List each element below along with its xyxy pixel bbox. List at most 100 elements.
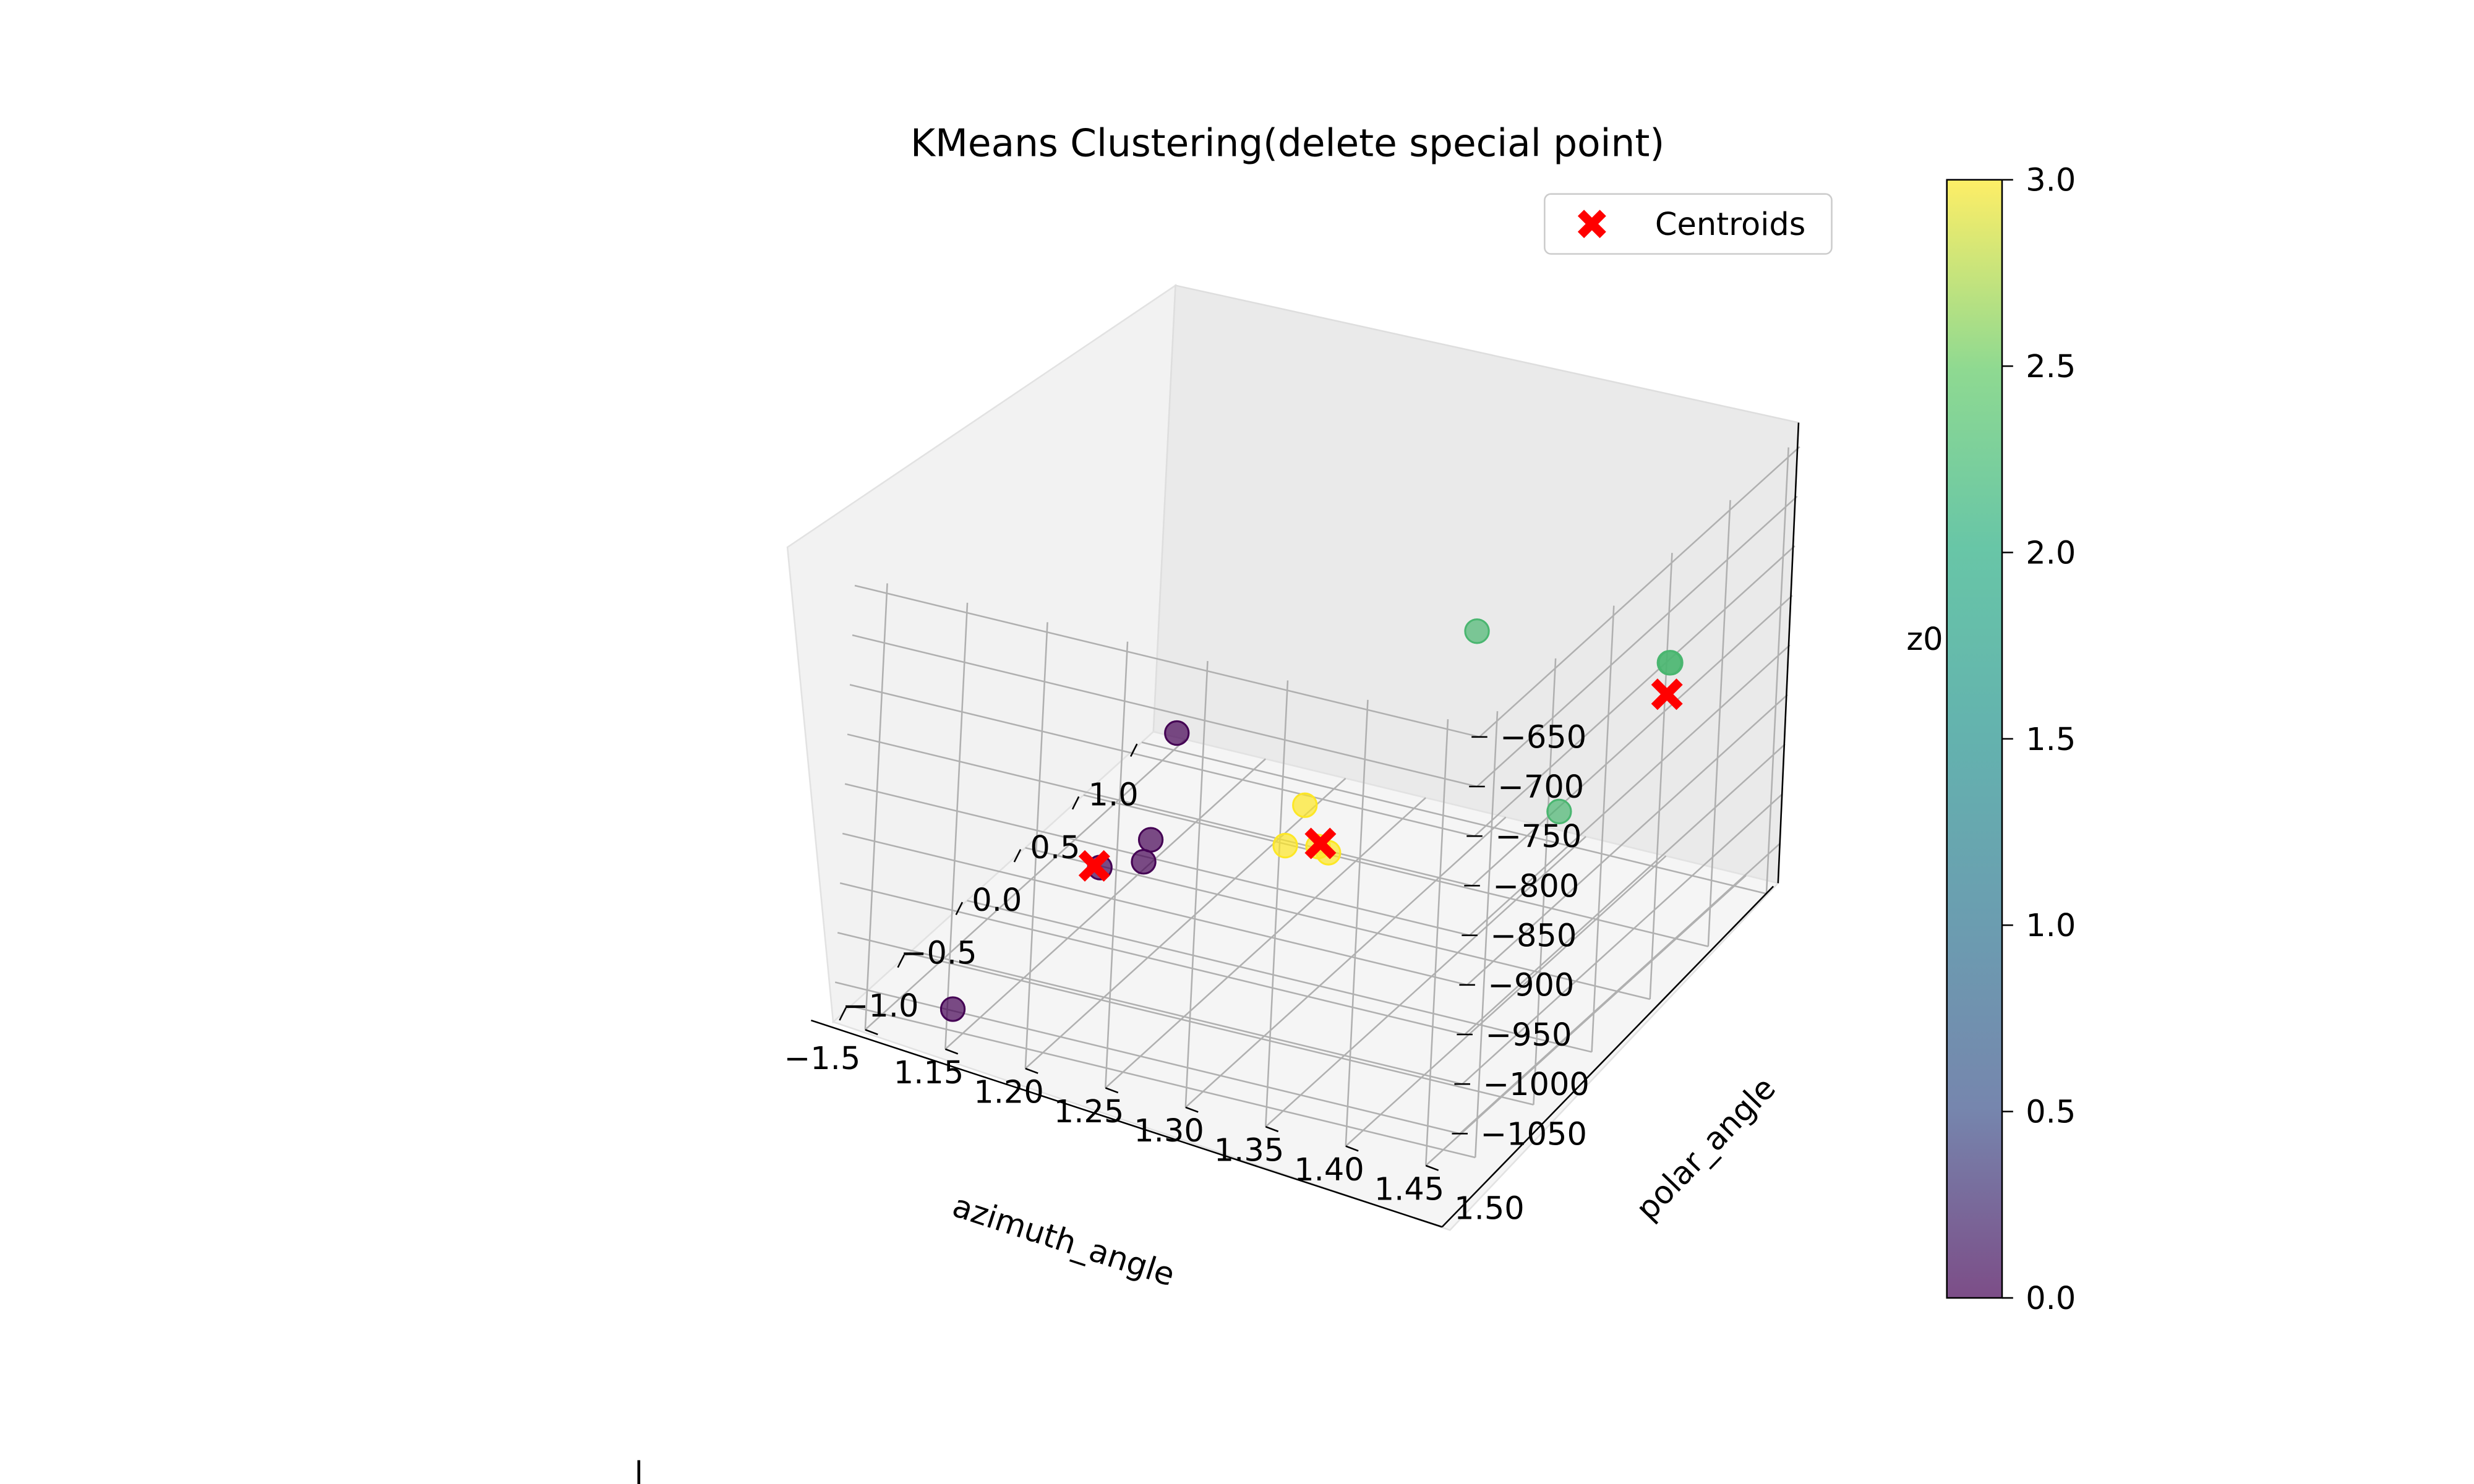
y-gridline-floor	[1265, 835, 1586, 1128]
x-axis-line	[810, 1019, 1442, 1228]
y-gridline-back	[944, 602, 969, 1049]
data-point	[1131, 849, 1157, 875]
y-gridline-floor	[1024, 777, 1346, 1069]
y-tick-mark	[865, 1029, 878, 1036]
y-tick-label: 1.35	[1214, 1133, 1285, 1169]
y-gridline-back	[1024, 622, 1048, 1069]
floor-pane	[831, 731, 1780, 1231]
y-tick-label: 1.15	[894, 1055, 964, 1091]
x-tick-label: −0.5	[901, 935, 977, 971]
colorbar-tick-label: 0.5	[2026, 1094, 2076, 1131]
data-point	[1272, 832, 1298, 859]
y-gridline-floor	[944, 758, 1266, 1050]
data-point	[1164, 720, 1190, 746]
x-tick-label: −1.5	[784, 1041, 860, 1077]
z-gridline-left	[1476, 495, 1798, 787]
y-gridline-back	[1424, 719, 1449, 1166]
y-gridline-floor	[1425, 874, 1747, 1166]
y-tick-label: 1.30	[1134, 1113, 1204, 1149]
y-tick-label: 1.25	[1054, 1094, 1124, 1130]
colorbar-tick-label: 3.0	[2026, 163, 2076, 199]
colorbar-tick-label: 1.0	[2026, 908, 2076, 944]
x-tick-label: −1.0	[842, 988, 919, 1025]
grid-lines	[834, 446, 1800, 1166]
z-tick-label: −900	[1487, 968, 1574, 1004]
y-axis-line	[1441, 885, 1774, 1228]
x-tick-mark	[897, 954, 905, 968]
z-gridline-left	[1462, 793, 1783, 1085]
z-gridline-right	[852, 634, 1478, 788]
x-tick-label: 1.0	[1089, 777, 1139, 814]
colorbar-tick-label: 1.5	[2026, 722, 2076, 758]
colorbar-tick-label: 0.0	[2026, 1281, 2076, 1317]
y-axis-label: polar_angle	[1629, 1070, 1783, 1228]
x-axis-label: azimuth_angle	[948, 1188, 1179, 1294]
y-tick-label: 1.50	[1454, 1191, 1525, 1227]
z-gridline-right	[854, 584, 1480, 738]
data-point	[940, 996, 966, 1022]
legend-centroid-icon	[1577, 210, 1606, 239]
x-tick-mark	[1071, 796, 1080, 810]
y-gridline-floor	[1184, 816, 1507, 1108]
z-axis-label: z0	[1906, 621, 1943, 658]
y-tick-mark	[1185, 1106, 1199, 1113]
y-gridline-back	[1105, 641, 1129, 1088]
y-tick-labels: 1.15 1.20 1.25 1.30 1.351.40 1.451.50	[894, 1055, 1525, 1227]
chart-title: KMeans Clustering(delete special point)	[910, 121, 1664, 165]
z-gridline-left	[1479, 446, 1800, 738]
x-tick-mark	[955, 902, 964, 915]
colorbar-tick-label: 2.0	[2026, 535, 2076, 571]
y-gridline-back	[1184, 660, 1209, 1107]
data-point	[1292, 792, 1318, 818]
y-tick-label: 1.45	[1374, 1171, 1445, 1208]
y-tick-mark	[1105, 1087, 1119, 1094]
z-axis-line	[1777, 422, 1800, 884]
y-gridline-back	[1345, 699, 1369, 1146]
legend-label: Centroids	[1655, 207, 1805, 243]
centroid-marker	[1078, 850, 1110, 882]
y-gridline-back	[1265, 680, 1289, 1127]
centroid-marker	[1304, 827, 1337, 859]
x-gridline-floor	[1025, 846, 1651, 1000]
z-gridline-left	[1464, 743, 1786, 1035]
centroid-marker	[1651, 678, 1683, 710]
data-point	[1464, 618, 1490, 644]
colorbar: 0.0 0.5 1.0 1.5 2.0 2.5 3.0	[1946, 163, 2076, 1317]
z-gridline-right	[847, 733, 1473, 887]
z-gridline-right	[849, 684, 1475, 837]
axis-ticks	[839, 736, 1487, 1171]
z-gridline-right	[842, 832, 1468, 986]
y-tick-mark	[1265, 1126, 1279, 1133]
x-gridline-floor	[1141, 741, 1767, 895]
y-tick-mark	[1425, 1164, 1439, 1171]
z-gridline-right	[839, 882, 1465, 1036]
y-tick-label: 1.40	[1294, 1152, 1364, 1188]
x-tick-mark	[1130, 743, 1138, 757]
x-gridline-back	[1475, 711, 1499, 1158]
colorbar-gradient	[1946, 179, 2002, 1298]
z-gridline-right	[837, 932, 1463, 1085]
z-gridline-right	[834, 981, 1460, 1135]
x-gridline-back	[1649, 553, 1673, 1000]
z-gridline-left	[1459, 843, 1781, 1135]
z-tick-label: −850	[1490, 918, 1577, 954]
x-tick-label: 0.0	[972, 882, 1022, 919]
data-point	[1658, 650, 1684, 676]
z-gridline-left	[1469, 644, 1791, 936]
plot-3d-axes: −1.5−1.0−0.50.00.51.0 1.151.201.251.301.…	[784, 284, 1943, 1294]
data-point	[1546, 798, 1572, 825]
colorbar-tick-label: 2.5	[2026, 349, 2076, 385]
y-tick-mark	[1025, 1067, 1038, 1074]
y-tick-label: 1.20	[974, 1074, 1044, 1111]
x-tick-labels: −1.5 −1.0 −0.5 0.00.51.0	[784, 777, 1138, 1078]
y-tick-mark	[1345, 1145, 1359, 1152]
y-gridline-floor	[1345, 855, 1667, 1147]
x-tick-mark	[1013, 849, 1022, 863]
clipped-text-fragment: l	[635, 1456, 643, 1484]
x-gridline-back	[1591, 605, 1615, 1052]
z-tick-labels: −650 −700 −750 −800 −850 −900 −950 −1000 −1050	[1480, 720, 1589, 1153]
z-tick-label: −650	[1500, 720, 1586, 756]
x-tick-mark	[839, 1007, 847, 1021]
x-tick-label: 0.5	[1030, 830, 1080, 866]
x-gridline-back	[1765, 447, 1789, 894]
